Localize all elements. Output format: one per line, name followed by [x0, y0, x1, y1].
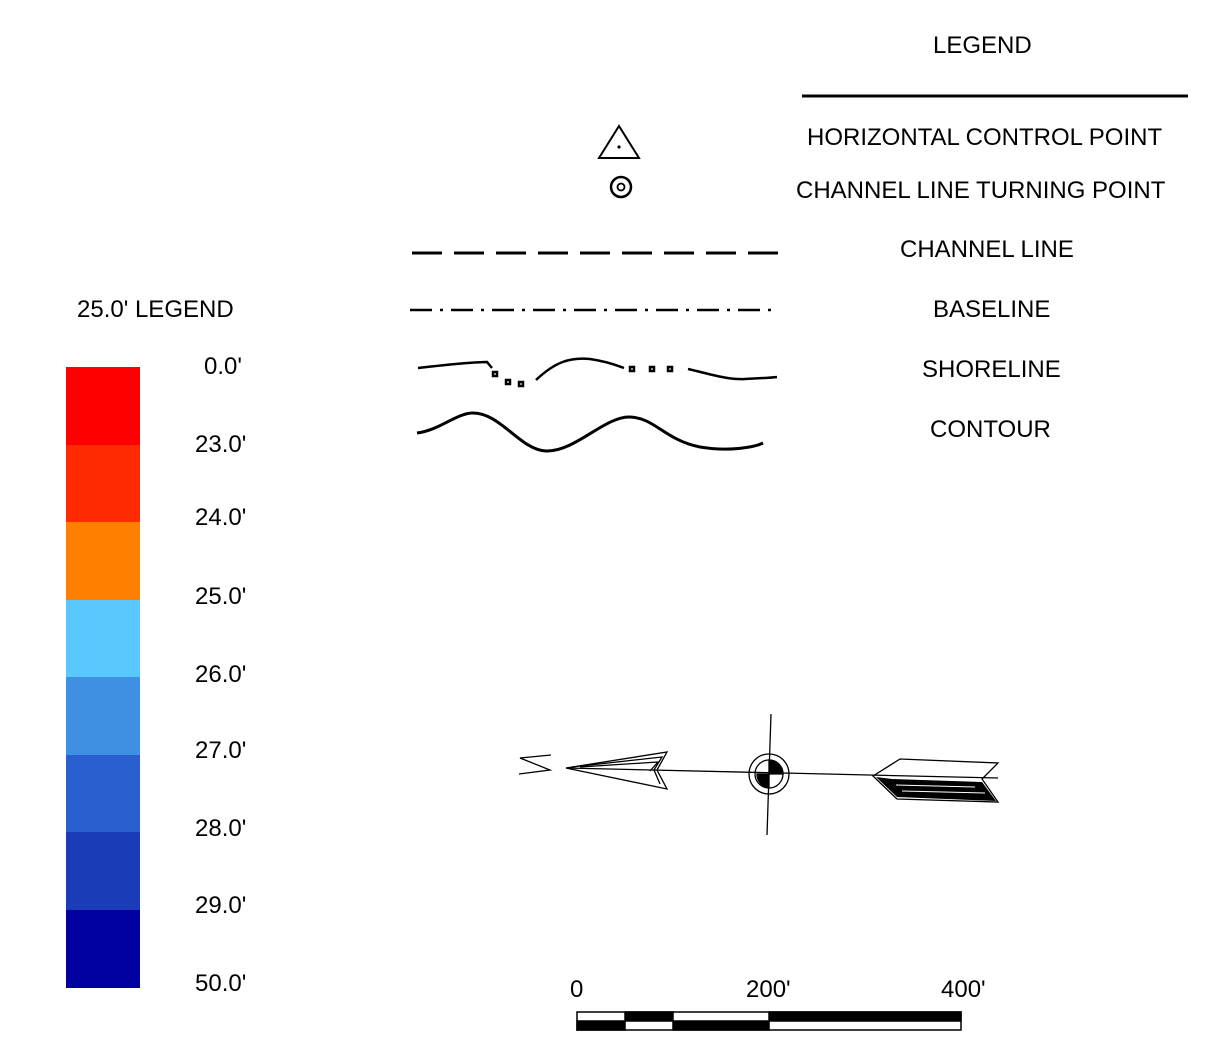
depth-swatch-1: [66, 367, 140, 445]
scale-label-0: 0: [570, 976, 584, 1003]
depth-legend-title: 25.0' LEGEND: [77, 296, 234, 323]
depth-label-4: 26.0': [195, 661, 247, 688]
triangle-dot-icon: [597, 124, 641, 159]
depth-label-5: 27.0': [195, 737, 247, 764]
depth-label-7: 29.0': [195, 892, 247, 919]
depth-label-3: 25.0': [195, 583, 247, 610]
depth-swatch-4: [66, 600, 140, 678]
depth-label-8: 50.0': [195, 970, 247, 997]
depth-swatch-3: [66, 522, 140, 600]
wavy-line-icon: [416, 411, 764, 453]
legend-label-baseline: BASELINE: [933, 296, 1051, 323]
legend-label-contour: CONTOUR: [930, 416, 1051, 443]
depth-swatch-7: [66, 832, 140, 910]
north-letter: [518, 754, 553, 775]
scale-bar: [576, 1011, 962, 1031]
target-circle-icon: [609, 175, 633, 199]
depth-label-2: 24.0': [195, 504, 247, 531]
depth-label-0: 0.0': [204, 353, 242, 380]
depth-swatch-5: [66, 677, 140, 755]
depth-swatch-8: [66, 910, 140, 988]
legend-label-shoreline: SHORELINE: [922, 356, 1061, 383]
depth-swatch-2: [66, 445, 140, 523]
scale-label-400: 400': [941, 976, 986, 1003]
depth-label-1: 23.0': [195, 431, 247, 458]
scale-label-200: 200': [746, 976, 791, 1003]
north-arrow-icon: [518, 713, 1000, 836]
depth-label-6: 28.0': [195, 815, 247, 842]
legend-label-channel-line: CHANNEL LINE: [900, 236, 1074, 263]
legend-label-channel-turning-point: CHANNEL LINE TURNING POINT: [796, 177, 1166, 204]
legend-title: LEGEND: [933, 32, 1032, 59]
broken-wavy-line-icon: [417, 357, 778, 388]
depth-swatch-6: [66, 755, 140, 833]
legend-label-horizontal-control-point: HORIZONTAL CONTROL POINT: [807, 124, 1163, 151]
